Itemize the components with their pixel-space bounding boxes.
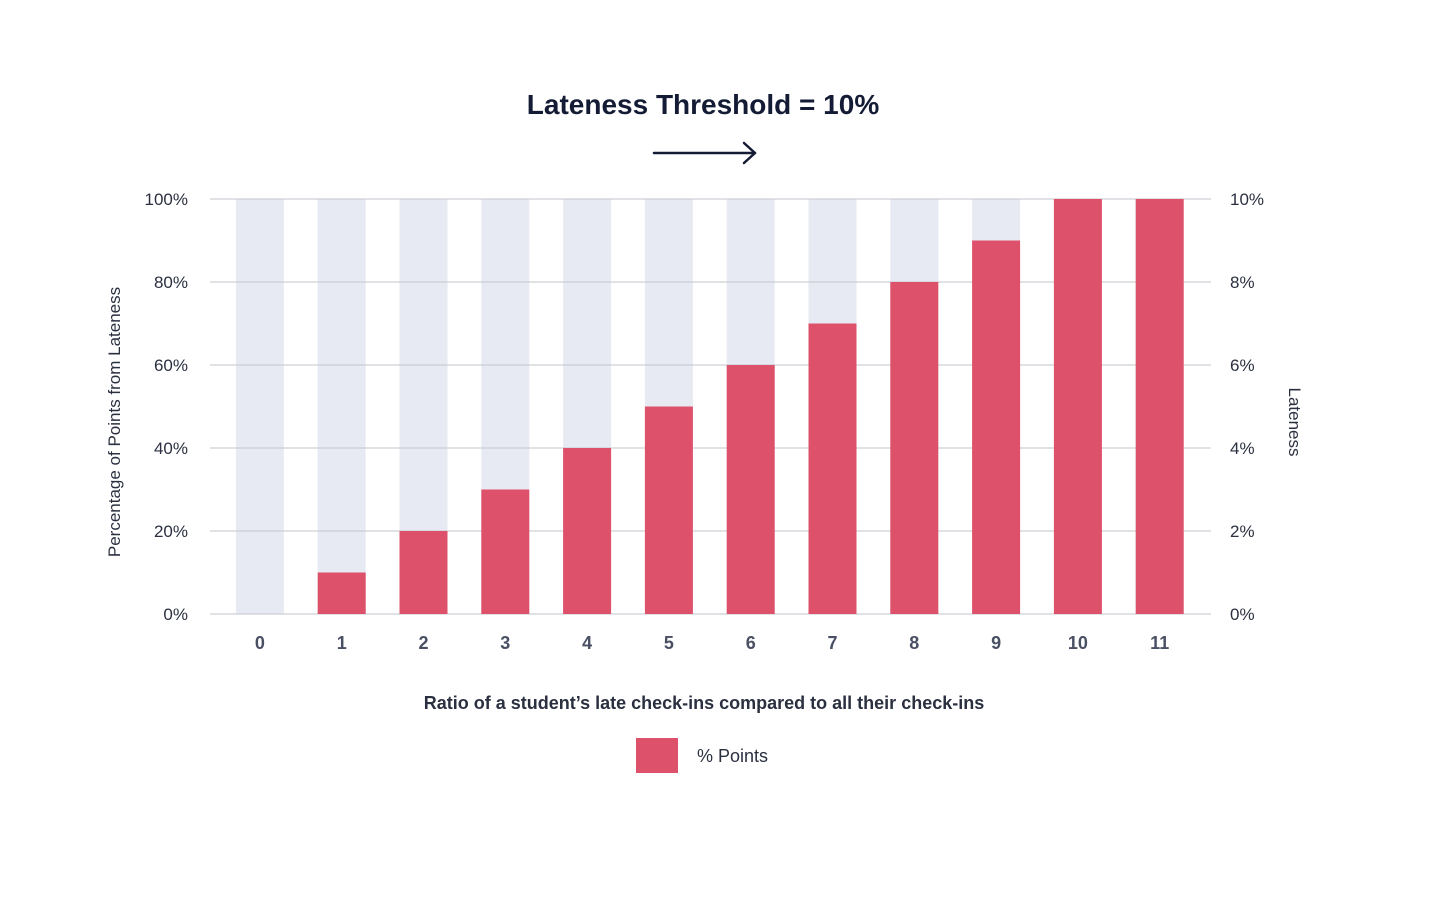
x-tick-label: 5 (664, 633, 674, 653)
x-tick-label: 4 (582, 633, 592, 653)
x-axis-label: Ratio of a student’s late check-ins comp… (424, 693, 984, 713)
gridlines (210, 198, 1211, 615)
bar-10 (1053, 199, 1102, 614)
bar-1 (317, 572, 366, 614)
x-tick-label: 8 (909, 633, 919, 653)
y-tick-label: 100% (145, 190, 188, 209)
x-tick-label: 11 (1150, 633, 1169, 653)
data-bars (317, 199, 1184, 614)
y-tick-label: 0% (163, 605, 188, 624)
x-tick-label: 1 (337, 633, 347, 653)
x-tick-label: 10 (1068, 633, 1088, 653)
bar-5 (644, 406, 693, 614)
x-axis-ticks: 0 1 2 3 4 5 6 7 8 9 10 11 (255, 633, 1169, 653)
background-bars (235, 199, 1184, 614)
bar-9 (972, 240, 1021, 614)
y-tick-label: 40% (154, 439, 188, 458)
bar-2 (399, 531, 448, 614)
y2-tick-label: 10% (1230, 190, 1264, 209)
x-tick-label: 9 (991, 633, 1001, 653)
background-bar (235, 199, 284, 614)
y-axis-label: Percentage of Points from Lateness (105, 287, 124, 557)
y-tick-label: 20% (154, 522, 188, 541)
bar-7 (808, 323, 857, 614)
bar-3 (481, 489, 530, 614)
chart-title: Lateness Threshold = 10% (527, 89, 880, 120)
y2-tick-label: 0% (1230, 605, 1255, 624)
y-axis-right-ticks: 0% 2% 4% 6% 8% 10% (1230, 190, 1264, 624)
bar-6 (726, 365, 775, 614)
y-axis-left-ticks: 0% 20% 40% 60% 80% 100% (145, 190, 188, 624)
legend-label: % Points (697, 746, 768, 766)
y2-tick-label: 8% (1230, 273, 1255, 292)
x-tick-label: 2 (418, 633, 428, 653)
legend: % Points (636, 738, 768, 773)
x-tick-label: 3 (500, 633, 510, 653)
x-tick-label: 7 (827, 633, 837, 653)
x-tick-label: 0 (255, 633, 265, 653)
bar-11 (1135, 199, 1184, 614)
y2-tick-label: 4% (1230, 439, 1255, 458)
legend-swatch (636, 738, 678, 773)
y2-tick-label: 2% (1230, 522, 1255, 541)
right-arrow-icon (652, 141, 757, 165)
bar-8 (890, 282, 939, 614)
y2-tick-label: 6% (1230, 356, 1255, 375)
background-bar (317, 199, 366, 614)
x-tick-label: 6 (746, 633, 756, 653)
y-tick-label: 60% (154, 356, 188, 375)
y2-axis-label: Lateness (1285, 388, 1304, 457)
y-tick-label: 80% (154, 273, 188, 292)
bar-4 (563, 448, 612, 614)
